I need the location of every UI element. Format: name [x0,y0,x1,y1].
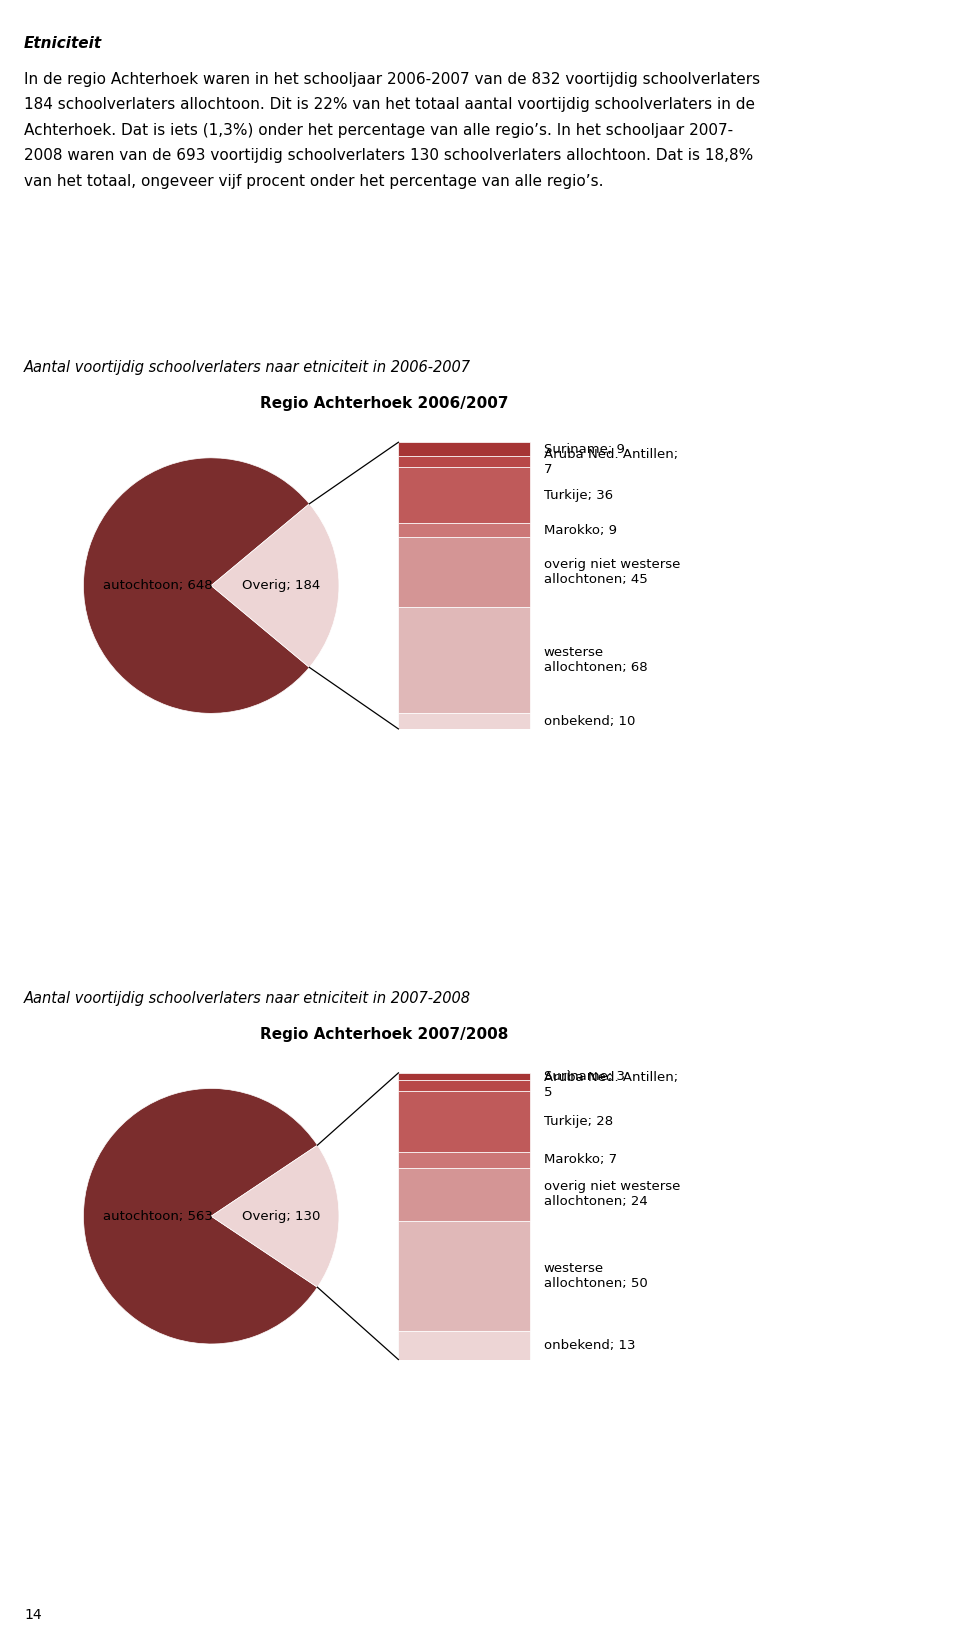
Bar [398,523,530,537]
Text: Achterhoek. Dat is iets (1,3%) onder het percentage van alle regio’s. In het sch: Achterhoek. Dat is iets (1,3%) onder het… [24,123,733,138]
Text: Aantal voortijdig schoolverlaters naar etniciteit in 2006-2007: Aantal voortijdig schoolverlaters naar e… [24,360,471,375]
Wedge shape [84,459,309,713]
Text: Overig; 184: Overig; 184 [242,580,321,591]
Bar [398,467,530,523]
Text: Aruba Ned. Antillen;
5: Aruba Ned. Antillen; 5 [543,1071,678,1099]
Bar [398,1091,530,1152]
Text: onbekend; 10: onbekend; 10 [543,714,635,727]
Text: westerse
allochtonen; 68: westerse allochtonen; 68 [543,647,647,675]
Wedge shape [211,1145,339,1287]
Text: 2008 waren van de 693 voortijdig schoolverlaters 130 schoolverlaters allochtoon.: 2008 waren van de 693 voortijdig schoolv… [24,149,754,164]
Bar [398,537,530,608]
Text: Etniciteit: Etniciteit [24,36,102,51]
Wedge shape [211,505,339,667]
Bar [398,713,530,729]
Text: Suriname; 3: Suriname; 3 [543,1070,625,1083]
Bar [398,1330,530,1360]
Text: Marokko; 9: Marokko; 9 [543,524,616,537]
Text: Aruba Ned. Antillen;
7: Aruba Ned. Antillen; 7 [543,447,678,475]
Text: Regio Achterhoek 2007/2008: Regio Achterhoek 2007/2008 [260,1027,508,1042]
Wedge shape [84,1089,318,1343]
Text: onbekend; 13: onbekend; 13 [543,1338,636,1351]
Text: Marokko; 7: Marokko; 7 [543,1153,616,1166]
Bar [398,1220,530,1330]
Text: Overig; 130: Overig; 130 [242,1210,321,1222]
Text: Turkije; 36: Turkije; 36 [543,488,612,501]
Text: 14: 14 [24,1607,41,1622]
Bar [398,1073,530,1079]
Bar [398,1152,530,1168]
Bar [398,1079,530,1091]
Text: Aantal voortijdig schoolverlaters naar etniciteit in 2007-2008: Aantal voortijdig schoolverlaters naar e… [24,991,471,1006]
Text: 184 schoolverlaters allochtoon. Dit is 22% van het totaal aantal voortijdig scho: 184 schoolverlaters allochtoon. Dit is 2… [24,98,755,113]
Bar [398,457,530,467]
Text: autochtoon; 563: autochtoon; 563 [103,1210,212,1222]
Bar [398,1168,530,1220]
Text: Turkije; 28: Turkije; 28 [543,1115,612,1129]
Text: overig niet westerse
allochtonen; 24: overig niet westerse allochtonen; 24 [543,1179,680,1209]
Text: van het totaal, ongeveer vijf procent onder het percentage van alle regio’s.: van het totaal, ongeveer vijf procent on… [24,174,604,188]
Text: Regio Achterhoek 2006/2007: Regio Achterhoek 2006/2007 [260,396,508,411]
Bar [398,442,530,457]
Text: In de regio Achterhoek waren in het schooljaar 2006-2007 van de 832 voortijdig s: In de regio Achterhoek waren in het scho… [24,72,760,87]
Text: westerse
allochtonen; 50: westerse allochtonen; 50 [543,1261,647,1289]
Text: overig niet westerse
allochtonen; 45: overig niet westerse allochtonen; 45 [543,559,680,586]
Text: Suriname; 9: Suriname; 9 [543,442,624,455]
Text: autochtoon; 648: autochtoon; 648 [103,580,212,591]
Bar [398,608,530,713]
